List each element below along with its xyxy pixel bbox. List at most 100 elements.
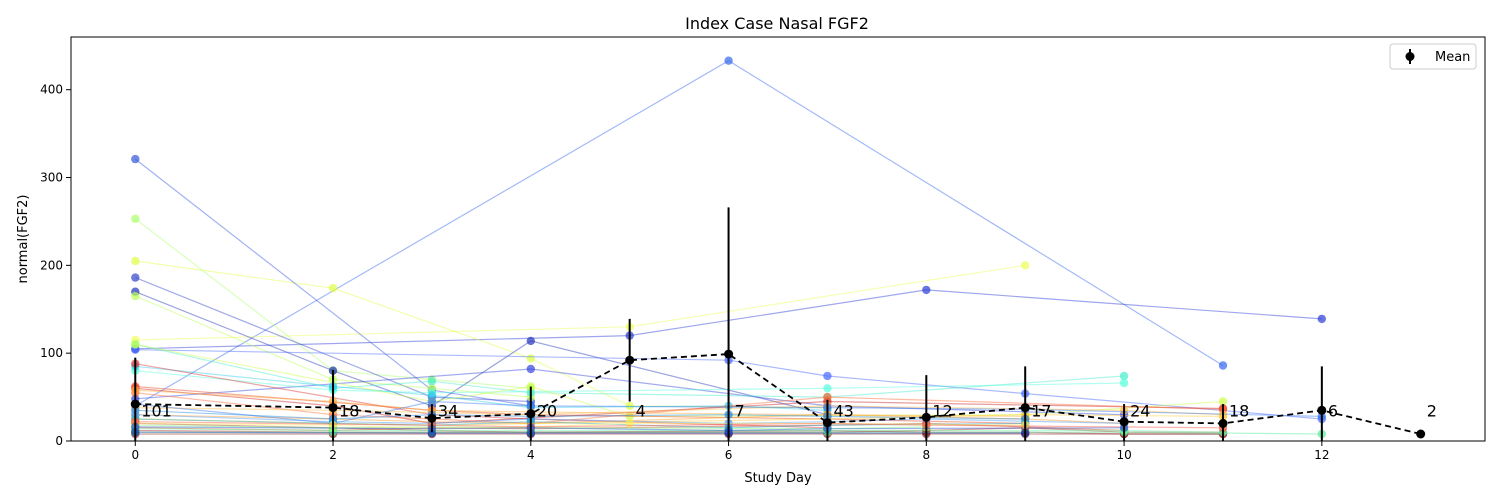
- subject-data-point: [1218, 361, 1228, 370]
- subject-data-point: [427, 377, 437, 386]
- subject-data-point: [526, 364, 535, 374]
- x-tick-label: 6: [725, 448, 733, 462]
- subject-data-point: [823, 384, 832, 393]
- mean-data-point: [1218, 418, 1228, 428]
- subject-data-point: [526, 382, 535, 391]
- subject-series: [131, 345, 1327, 424]
- count-layer: 101 18 34 20 4 7 43 12 17 24 18 6 2: [141, 401, 1437, 420]
- subject-series: [131, 256, 832, 412]
- sample-count-label: 24: [1130, 401, 1150, 420]
- mean-data-point: [526, 409, 536, 419]
- legend-mean-marker-icon: [1405, 52, 1415, 61]
- x-tick-label: 4: [527, 448, 535, 462]
- x-tick-label: 8: [923, 448, 931, 462]
- mean-data-point: [1020, 403, 1030, 413]
- mean-data-point: [921, 412, 931, 422]
- sample-count-label: 17: [1031, 401, 1051, 420]
- sample-count-label: 101: [141, 401, 172, 420]
- subject-series: [131, 56, 1228, 411]
- y-tick-label: 400: [40, 83, 63, 97]
- sample-count-label: 18: [339, 401, 359, 420]
- subject-series-line: [135, 363, 828, 429]
- x-tick-label: 10: [1116, 448, 1131, 462]
- subject-data-point: [427, 397, 437, 406]
- x-tick-label: 2: [329, 448, 337, 462]
- x-axis: 0 2 4 6 8 10 12: [131, 441, 1329, 462]
- subject-series: [131, 285, 1327, 353]
- mean-data-point: [822, 418, 832, 428]
- subject-series: [131, 214, 535, 393]
- mean-layer: [130, 207, 1426, 441]
- subject-data-point: [131, 256, 140, 266]
- subject-series: [131, 261, 1030, 345]
- x-axis-title: Study Day: [744, 471, 812, 486]
- y-tick-label: 0: [55, 434, 63, 448]
- mean-data-point: [130, 399, 140, 409]
- y-tick-label: 100: [40, 346, 63, 360]
- y-axis-title: normal(FGF2): [16, 195, 31, 284]
- subject-data-point: [823, 371, 832, 381]
- sample-count-label: 12: [932, 401, 952, 420]
- sample-count-label: 4: [636, 401, 646, 420]
- sample-count-label: 7: [735, 401, 745, 420]
- subject-data-point: [1119, 378, 1129, 388]
- subject-data-point: [823, 392, 832, 402]
- mean-data-point: [724, 349, 734, 359]
- mean-data-point: [427, 413, 437, 423]
- subject-data-point: [1119, 371, 1129, 381]
- subject-series-line: [135, 426, 1125, 432]
- subject-data-point: [526, 336, 535, 346]
- subject-series-line: [135, 424, 927, 430]
- x-tick-label: 0: [131, 448, 139, 462]
- legend-box: [1389, 43, 1477, 70]
- y-tick-label: 200: [40, 258, 63, 272]
- subject-data-point: [131, 154, 140, 164]
- subject-series-line: [135, 343, 1125, 398]
- subject-series: [131, 422, 1129, 435]
- y-tick-label: 300: [40, 171, 63, 185]
- x-tick-label: 12: [1314, 448, 1329, 462]
- subject-data-point: [131, 214, 140, 223]
- subject-series-line: [134, 60, 1224, 407]
- sample-count-label: 34: [438, 401, 458, 420]
- subject-data-point: [1020, 261, 1030, 270]
- plot-frame: [70, 36, 1486, 442]
- mean-data-point: [1119, 417, 1129, 427]
- subject-data-point: [922, 285, 931, 295]
- subject-data-point: [328, 284, 338, 293]
- subject-series-line: [135, 289, 1322, 350]
- subject-series-line: [134, 218, 531, 389]
- legend-mean-label: Mean: [1435, 50, 1470, 65]
- sample-count-label: 2: [1427, 401, 1437, 420]
- subject-series-line: [135, 295, 531, 398]
- subject-data-point: [131, 273, 140, 282]
- sample-count-label: 20: [537, 401, 557, 420]
- subject-series-line: [135, 260, 828, 409]
- sample-count-label: 43: [833, 401, 853, 420]
- legend: Mean: [1389, 43, 1477, 70]
- subject-data-point: [131, 340, 140, 349]
- subject-series-line: [135, 389, 1026, 417]
- subject-series-line: [135, 405, 1224, 416]
- mean-data-point: [1317, 405, 1327, 415]
- subject-series-line: [135, 343, 1224, 418]
- chart-title: Index Case Nasal FGF2: [685, 14, 869, 33]
- subject-data-point: [1218, 397, 1228, 406]
- subject-data-point: [131, 291, 140, 301]
- subject-series-line: [135, 365, 828, 411]
- subject-data-point: [625, 401, 634, 411]
- subject-data-point: [526, 354, 535, 363]
- y-axis: 0 100 200 300 400: [40, 83, 71, 448]
- subject-data-point: [724, 56, 733, 65]
- mean-data-point: [625, 355, 635, 365]
- sample-count-label: 6: [1328, 401, 1338, 420]
- sample-count-label: 18: [1229, 401, 1249, 420]
- mean-data-point: [1416, 429, 1426, 439]
- mean-data-point: [328, 403, 338, 413]
- subject-data-point: [427, 391, 437, 400]
- subject-data-point: [625, 412, 634, 421]
- subject-data-point: [1317, 314, 1327, 324]
- subject-series-line: [135, 421, 1224, 429]
- subject-series-line: [135, 392, 1224, 425]
